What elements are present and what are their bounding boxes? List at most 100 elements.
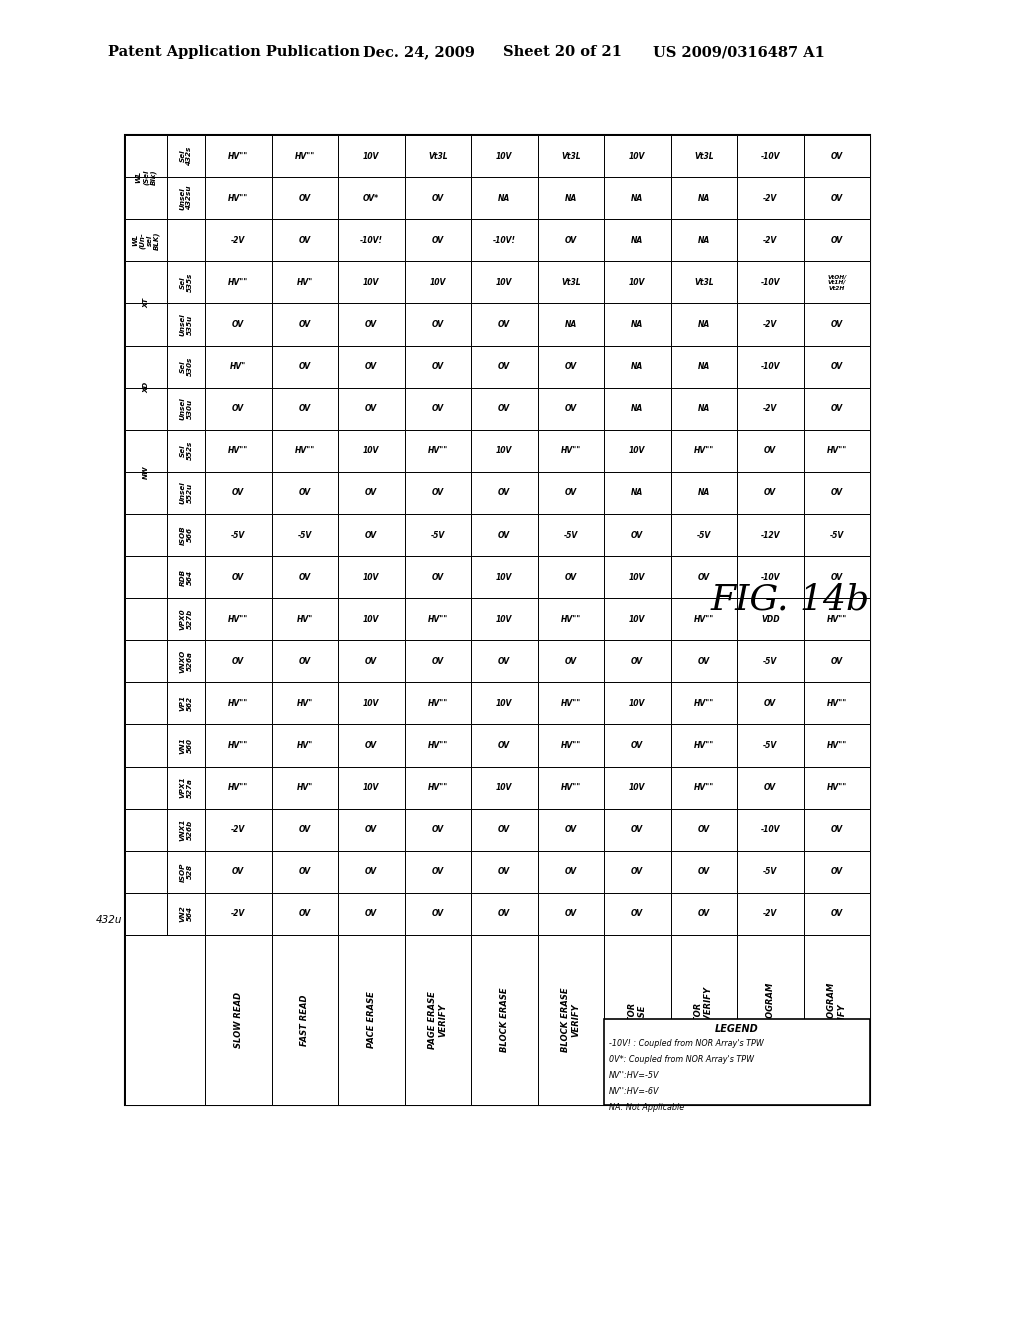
Text: HV"": HV""	[228, 783, 249, 792]
Bar	[804, 851, 870, 892]
Bar	[338, 935, 404, 1105]
Bar	[538, 598, 604, 640]
Bar	[125, 851, 167, 892]
Text: 432u: 432u	[95, 915, 122, 925]
Text: OV: OV	[764, 698, 776, 708]
Bar	[271, 640, 338, 682]
Bar	[205, 598, 271, 640]
Bar	[167, 640, 205, 682]
Bar	[604, 261, 671, 304]
Text: NA: NA	[631, 488, 643, 498]
Bar	[125, 935, 205, 1105]
Bar	[125, 430, 167, 513]
Bar	[338, 767, 404, 809]
Text: NA: NA	[631, 319, 643, 329]
Text: -10V!: -10V!	[359, 236, 383, 244]
Text: OV: OV	[564, 236, 577, 244]
Text: NV'':HV=-6V: NV'':HV=-6V	[609, 1088, 659, 1096]
Text: OV: OV	[764, 488, 776, 498]
Text: HV"": HV""	[560, 615, 581, 624]
Bar	[271, 598, 338, 640]
Bar	[125, 892, 167, 935]
Text: OV: OV	[499, 867, 510, 876]
Text: -2V: -2V	[231, 236, 246, 244]
Text: HV"": HV""	[826, 446, 847, 455]
Text: -10V: -10V	[761, 825, 780, 834]
Bar	[471, 346, 538, 388]
Bar	[471, 471, 538, 513]
Text: OV: OV	[830, 194, 843, 203]
Bar	[271, 682, 338, 725]
Text: -5V: -5V	[298, 531, 312, 540]
Bar	[167, 767, 205, 809]
Text: OV: OV	[631, 657, 643, 665]
Bar	[471, 556, 538, 598]
Text: Unsel
432su: Unsel 432su	[179, 186, 193, 210]
Bar	[338, 177, 404, 219]
Bar	[167, 809, 205, 851]
Bar	[671, 135, 737, 177]
Bar	[338, 682, 404, 725]
Bar	[604, 346, 671, 388]
Text: NW: NW	[143, 465, 150, 479]
Bar	[125, 598, 167, 640]
Text: US 2009/0316487 A1: US 2009/0316487 A1	[653, 45, 825, 59]
Text: OV: OV	[564, 909, 577, 919]
Text: WL
(Un-
sel
BLK): WL (Un- sel BLK)	[132, 231, 160, 249]
Bar	[271, 430, 338, 471]
Bar	[125, 640, 167, 682]
Bar	[404, 682, 471, 725]
Bar	[125, 135, 870, 1105]
Bar	[737, 430, 804, 471]
Text: OV: OV	[366, 909, 377, 919]
Text: VPX0
527b: VPX0 527b	[179, 609, 193, 630]
Text: OV: OV	[299, 488, 311, 498]
Bar	[671, 598, 737, 640]
Bar	[671, 513, 737, 556]
Text: PACE PROGRAM: PACE PROGRAM	[766, 983, 775, 1057]
Bar	[271, 304, 338, 346]
Text: OV: OV	[299, 825, 311, 834]
Text: 10V: 10V	[364, 446, 380, 455]
Bar	[125, 556, 167, 598]
Bar	[125, 388, 167, 430]
Bar	[737, 346, 804, 388]
Text: 10V: 10V	[364, 152, 380, 161]
Bar	[167, 177, 205, 219]
Bar	[737, 388, 804, 430]
Text: 10V: 10V	[629, 783, 645, 792]
Text: -2V: -2V	[231, 909, 246, 919]
Bar	[804, 556, 870, 598]
Text: Patent Application Publication: Patent Application Publication	[108, 45, 360, 59]
Text: HV"": HV""	[693, 698, 714, 708]
Text: 10V: 10V	[629, 446, 645, 455]
Text: OV: OV	[764, 783, 776, 792]
Bar	[471, 513, 538, 556]
Bar	[167, 556, 205, 598]
Text: OV: OV	[432, 573, 443, 582]
Text: OV: OV	[499, 362, 510, 371]
Bar	[538, 851, 604, 892]
Text: 10V: 10V	[629, 573, 645, 582]
Text: OV: OV	[564, 362, 577, 371]
Bar	[404, 640, 471, 682]
Bar	[205, 513, 271, 556]
Bar	[125, 346, 167, 430]
Text: VPX1
527a: VPX1 527a	[179, 776, 193, 799]
Text: NA: NA	[631, 236, 643, 244]
Text: OV: OV	[564, 867, 577, 876]
Bar	[538, 767, 604, 809]
Text: OV: OV	[697, 573, 710, 582]
Text: -10V! : Coupled from NOR Array's TPW: -10V! : Coupled from NOR Array's TPW	[609, 1039, 764, 1048]
Text: HV"": HV""	[826, 783, 847, 792]
Bar	[804, 430, 870, 471]
Text: OV: OV	[432, 657, 443, 665]
Bar	[471, 892, 538, 935]
Text: -12V: -12V	[761, 531, 780, 540]
Bar	[167, 430, 205, 471]
Bar	[538, 892, 604, 935]
Bar	[538, 219, 604, 261]
Text: OV: OV	[432, 236, 443, 244]
Text: NA: NA	[697, 236, 710, 244]
Bar	[538, 682, 604, 725]
